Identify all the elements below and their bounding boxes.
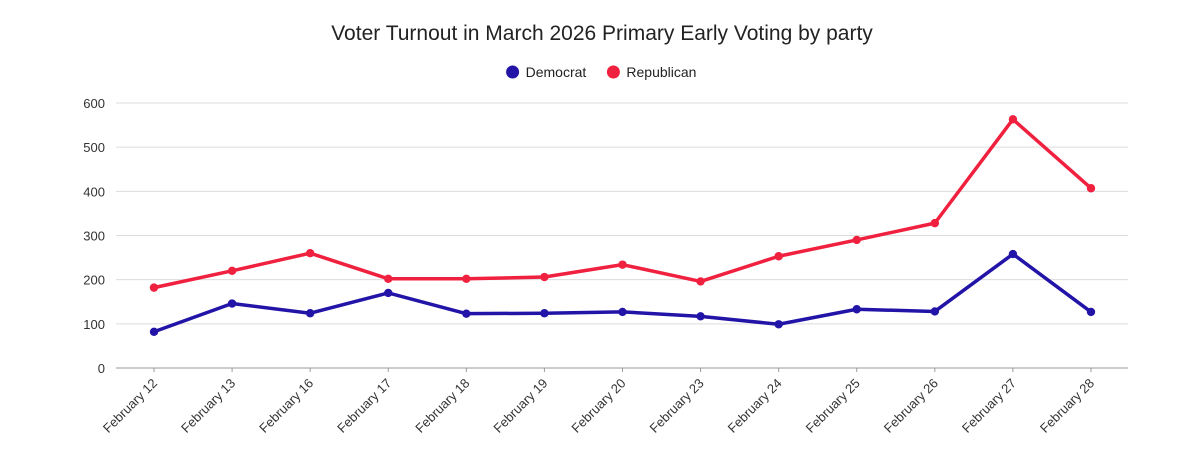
x-tick-label: February 28 bbox=[1037, 376, 1097, 436]
x-tick-label: February 20 bbox=[568, 376, 628, 436]
y-tick-label: 200 bbox=[83, 273, 105, 288]
data-point-republican bbox=[774, 252, 783, 261]
x-tick-label: February 27 bbox=[959, 376, 1019, 436]
x-tick-label: February 16 bbox=[256, 376, 316, 436]
legend-marker bbox=[606, 65, 620, 79]
data-point-republican bbox=[696, 277, 705, 286]
x-tick-label: February 25 bbox=[803, 376, 863, 436]
data-point-democrat bbox=[930, 307, 940, 316]
data-point-democrat bbox=[540, 309, 549, 318]
data-point-democrat bbox=[696, 312, 705, 321]
legend-label: Democrat bbox=[526, 64, 587, 80]
x-tick-label: February 26 bbox=[881, 376, 941, 436]
data-point-democrat bbox=[462, 309, 471, 318]
data-point-democrat bbox=[305, 309, 315, 318]
x-tick-label: February 24 bbox=[725, 376, 785, 436]
data-point-republican bbox=[540, 272, 549, 282]
x-tick-label: February 23 bbox=[647, 376, 707, 436]
data-point-republican bbox=[462, 274, 471, 283]
y-tick-label: 100 bbox=[83, 317, 105, 332]
data-point-democrat bbox=[1086, 307, 1096, 317]
data-point-democrat bbox=[227, 299, 237, 308]
y-tick-label: 600 bbox=[83, 96, 105, 111]
legend-marker bbox=[506, 65, 520, 79]
data-point-republican bbox=[852, 235, 861, 245]
y-tick-label: 500 bbox=[83, 140, 105, 155]
series-group bbox=[149, 115, 1096, 336]
data-point-republican bbox=[305, 248, 315, 258]
x-tick-label: February 19 bbox=[490, 376, 550, 436]
data-point-republican bbox=[149, 283, 159, 292]
y-tick-label: 0 bbox=[98, 361, 105, 376]
chart-title: Voter Turnout in March 2026 Primary Earl… bbox=[331, 22, 873, 45]
y-tick-label: 400 bbox=[83, 184, 105, 199]
series-democrat bbox=[149, 249, 1096, 336]
data-point-republican bbox=[384, 274, 393, 283]
data-point-democrat bbox=[774, 320, 783, 329]
data-point-democrat bbox=[384, 288, 393, 298]
data-point-republican bbox=[930, 218, 940, 228]
data-point-democrat bbox=[149, 327, 159, 336]
y-tick-label: 300 bbox=[83, 229, 105, 244]
data-point-republican bbox=[1008, 115, 1018, 124]
legend-label: Republican bbox=[626, 64, 696, 80]
series-republican bbox=[149, 115, 1096, 292]
gridlines bbox=[116, 102, 1128, 369]
data-point-republican bbox=[1086, 184, 1096, 193]
data-point-democrat bbox=[852, 305, 861, 314]
data-point-democrat bbox=[1008, 249, 1018, 259]
data-point-republican bbox=[227, 266, 237, 276]
data-point-democrat bbox=[618, 307, 627, 317]
x-tick-label: February 12 bbox=[100, 376, 160, 436]
x-tick-label: February 18 bbox=[412, 376, 472, 436]
x-axis-ticks: February 12 February 13 February 16 Februar… bbox=[100, 368, 1097, 436]
data-point-republican bbox=[618, 260, 627, 269]
x-tick-label: February 17 bbox=[334, 376, 394, 436]
legend: Democrat Republican bbox=[506, 64, 696, 80]
y-axis-ticks: 0 100 200 300 400 500 600 bbox=[83, 96, 105, 376]
x-tick-label: February 13 bbox=[178, 376, 238, 436]
